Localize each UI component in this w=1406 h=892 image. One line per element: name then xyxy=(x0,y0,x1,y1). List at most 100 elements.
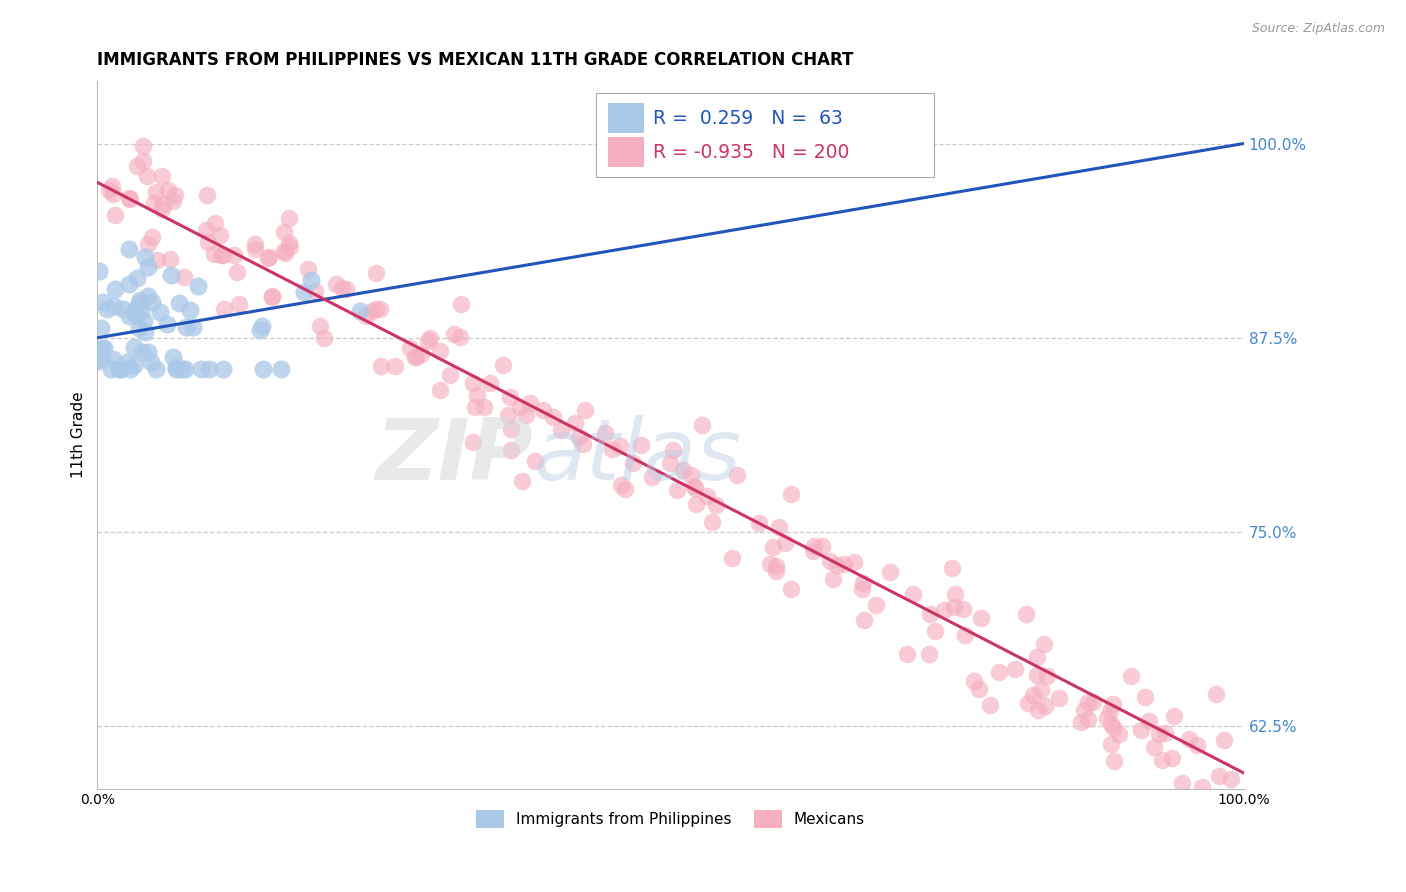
Point xyxy=(1152,753,1174,767)
Point xyxy=(568,430,591,444)
Point xyxy=(297,261,319,276)
Point xyxy=(257,250,280,264)
Point xyxy=(531,402,554,417)
Point xyxy=(118,242,141,256)
Point xyxy=(987,665,1010,680)
Point xyxy=(1133,690,1156,705)
Point xyxy=(918,648,941,662)
Point xyxy=(132,139,155,153)
Point xyxy=(162,350,184,364)
Point xyxy=(87,353,110,368)
Point xyxy=(1168,795,1191,809)
Point xyxy=(173,362,195,376)
Point xyxy=(404,350,426,364)
Point xyxy=(146,252,169,267)
Point xyxy=(364,301,387,316)
Point xyxy=(501,443,523,458)
Point xyxy=(768,519,790,533)
Point xyxy=(93,341,115,355)
Point xyxy=(967,681,990,696)
Point xyxy=(1143,740,1166,755)
Point xyxy=(249,323,271,337)
Point xyxy=(101,187,124,202)
Point xyxy=(851,582,873,596)
Point xyxy=(131,345,153,359)
Point xyxy=(472,400,495,414)
Point xyxy=(398,341,420,355)
Point xyxy=(690,418,713,433)
Point xyxy=(370,359,392,374)
Point xyxy=(384,359,406,373)
Point xyxy=(409,347,432,361)
Point xyxy=(479,376,502,391)
FancyBboxPatch shape xyxy=(607,103,644,133)
Point xyxy=(174,320,197,334)
Point xyxy=(181,319,204,334)
Point xyxy=(360,304,382,318)
Point xyxy=(519,396,541,410)
Point xyxy=(1101,697,1123,711)
Point xyxy=(610,477,633,491)
Point xyxy=(865,598,887,612)
Point xyxy=(1154,726,1177,740)
Point xyxy=(1026,650,1049,665)
Point xyxy=(1147,727,1170,741)
Point xyxy=(685,497,707,511)
Point xyxy=(758,557,780,571)
Point xyxy=(195,223,218,237)
Point xyxy=(152,202,174,217)
Point xyxy=(292,285,315,299)
Point xyxy=(156,183,179,197)
Point xyxy=(416,334,439,349)
Point xyxy=(1220,772,1243,786)
Point xyxy=(197,235,219,249)
Point xyxy=(309,318,332,333)
Point xyxy=(920,607,942,621)
Point xyxy=(924,624,946,638)
Point xyxy=(127,159,149,173)
Point xyxy=(851,576,873,591)
Point xyxy=(780,487,803,501)
Point xyxy=(299,273,322,287)
Point xyxy=(278,211,301,226)
Point xyxy=(1099,717,1122,731)
Point xyxy=(136,260,159,274)
Legend: Immigrants from Philippines, Mexicans: Immigrants from Philippines, Mexicans xyxy=(470,804,872,834)
Point xyxy=(245,242,267,256)
Point xyxy=(124,308,146,322)
Point xyxy=(1205,687,1227,701)
Point xyxy=(139,355,162,369)
Point xyxy=(903,587,925,601)
Point xyxy=(1073,703,1095,717)
Point xyxy=(163,188,186,202)
Point xyxy=(141,230,163,244)
Point xyxy=(704,498,727,512)
Point xyxy=(274,245,297,260)
Point xyxy=(159,252,181,266)
Point xyxy=(120,193,142,207)
Point xyxy=(1102,754,1125,768)
Point xyxy=(1208,769,1230,783)
Point xyxy=(1077,712,1099,726)
Point xyxy=(811,539,834,553)
Point xyxy=(145,185,167,199)
Point xyxy=(681,467,703,482)
Point xyxy=(595,425,617,440)
Point xyxy=(970,611,993,625)
Point xyxy=(700,515,723,529)
Point xyxy=(662,443,685,458)
Point xyxy=(190,362,212,376)
Point xyxy=(204,216,226,230)
Point xyxy=(108,362,131,376)
Point xyxy=(108,362,131,376)
Point xyxy=(96,301,118,316)
Text: IMMIGRANTS FROM PHILIPPINES VS MEXICAN 11TH GRADE CORRELATION CHART: IMMIGRANTS FROM PHILIPPINES VS MEXICAN 1… xyxy=(97,51,853,69)
Point xyxy=(160,268,183,282)
Point xyxy=(623,457,645,471)
Point xyxy=(270,362,292,376)
Point xyxy=(748,516,770,531)
Text: R =  0.259   N =  63: R = 0.259 N = 63 xyxy=(654,109,844,128)
Point xyxy=(366,266,388,280)
Point xyxy=(1035,698,1057,713)
Point xyxy=(165,362,187,376)
